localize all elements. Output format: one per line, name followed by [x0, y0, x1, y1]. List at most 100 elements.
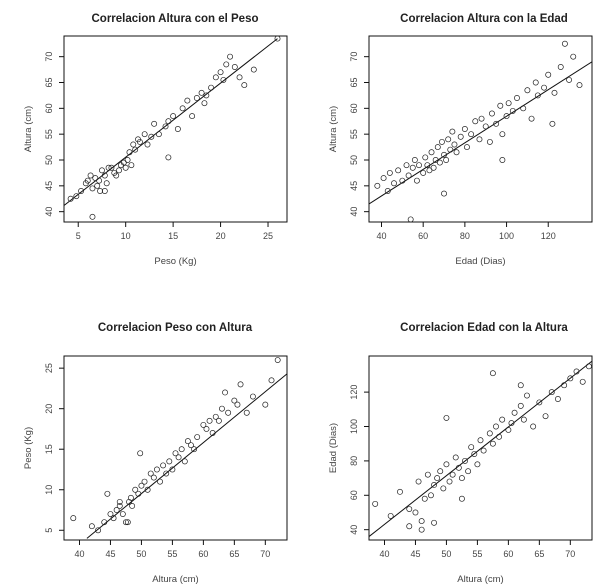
data-point [122, 519, 129, 526]
y-tick-label: 15 [44, 444, 54, 454]
data-point [170, 113, 177, 120]
data-point [478, 115, 485, 122]
data-point [406, 523, 413, 530]
data-point [517, 382, 524, 389]
data-point [92, 175, 99, 182]
data-point [443, 461, 450, 468]
data-point [160, 462, 167, 469]
data-point [437, 468, 444, 475]
data-point [505, 100, 512, 107]
data-point [89, 213, 96, 220]
x-tick-label: 5 [76, 231, 81, 241]
data-point [84, 177, 91, 184]
data-point [70, 515, 77, 522]
data-point [237, 381, 244, 388]
data-point [227, 53, 234, 60]
data-point [420, 169, 427, 176]
data-point [234, 401, 241, 408]
x-tick-label: 45 [105, 549, 115, 559]
x-tick-label: 65 [229, 549, 239, 559]
x-tick-label: 45 [410, 549, 420, 559]
data-point [421, 495, 428, 502]
data-point [409, 164, 416, 171]
y-tick-label: 50 [349, 155, 359, 165]
x-tick-label: 65 [534, 549, 544, 559]
data-point [536, 399, 543, 406]
data-point [430, 164, 437, 171]
data-point [426, 167, 433, 174]
data-point [407, 216, 414, 222]
y-tick-label: 65 [349, 77, 359, 87]
data-point [576, 82, 583, 89]
data-point [126, 149, 133, 156]
x-axis-label: Edad (Dias) [455, 256, 505, 267]
data-point [573, 368, 580, 375]
data-point [108, 164, 115, 171]
data-point [542, 413, 549, 420]
data-point [447, 146, 454, 153]
regression-line [86, 373, 287, 539]
data-point [274, 357, 281, 364]
data-point [220, 76, 227, 83]
panel-altura-edad: Correlacion Altura con la Edad 40 60 80 100 1… [328, 13, 593, 267]
data-point [418, 518, 425, 525]
x-axis-label: Altura (cm) [457, 574, 503, 585]
data-point [243, 409, 250, 416]
data-point [489, 110, 495, 117]
data-point [457, 133, 464, 140]
x-tick-label: 40 [376, 231, 386, 241]
data-point [567, 375, 574, 382]
data-point [95, 527, 102, 534]
data-point [169, 466, 176, 473]
data-point [476, 136, 483, 143]
data-point [477, 437, 484, 444]
data-point [387, 512, 394, 519]
data-point [101, 172, 108, 179]
data-point [449, 471, 456, 478]
data-point [150, 474, 157, 481]
data-point [189, 113, 196, 120]
data-point [549, 120, 556, 127]
data-point [449, 128, 456, 135]
data-point [231, 64, 238, 70]
data-point [486, 430, 493, 437]
data-point [497, 102, 504, 109]
data-point [94, 182, 101, 189]
data-point [165, 118, 172, 125]
data-point [103, 180, 110, 187]
y-tick-label: 55 [44, 129, 54, 139]
data-point [508, 420, 515, 427]
data-point [415, 478, 422, 485]
data-point [554, 396, 561, 402]
data-point [499, 131, 506, 138]
x-tick-label: 60 [503, 549, 513, 559]
data-point [411, 157, 418, 163]
data-point [530, 423, 537, 430]
data-point [223, 61, 230, 68]
data-point [561, 40, 568, 47]
data-point [418, 526, 425, 533]
x-axis-label: Peso (Kg) [154, 256, 196, 267]
data-point [405, 172, 412, 179]
data-point [524, 87, 531, 94]
y-axis-label: Altura (cm) [23, 106, 34, 152]
data-point [97, 188, 104, 194]
data-point [119, 511, 126, 518]
data-point [67, 195, 74, 202]
data-point [434, 144, 441, 151]
data-point [462, 457, 468, 464]
data-point [380, 175, 387, 182]
data-point [88, 523, 95, 530]
data-point [451, 141, 458, 148]
x-tick-label: 40 [379, 549, 389, 559]
data-point [474, 461, 481, 468]
data-point [493, 423, 499, 430]
data-point [105, 164, 112, 171]
data-point [413, 177, 420, 184]
y-tick-label: 50 [44, 155, 54, 165]
data-point [137, 450, 144, 457]
data-point [212, 413, 219, 420]
data-point [222, 389, 229, 396]
data-point [73, 193, 80, 200]
data-point [557, 64, 564, 70]
